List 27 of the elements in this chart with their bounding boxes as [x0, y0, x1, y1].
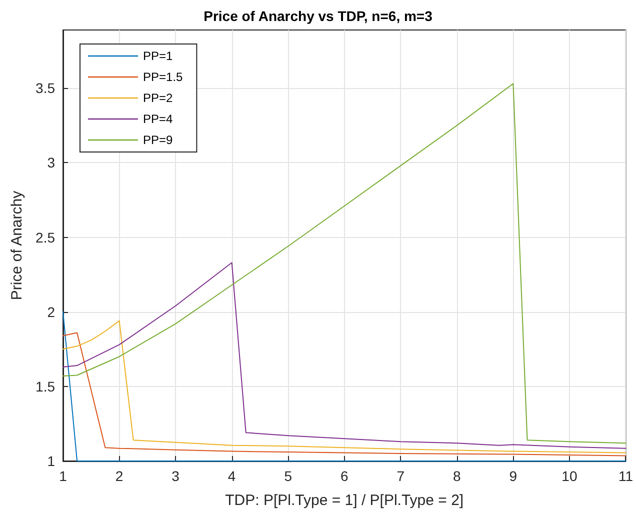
x-tick-label: 10 — [562, 468, 578, 484]
legend-label: PP=9 — [143, 133, 174, 147]
x-tick-label: 3 — [172, 468, 180, 484]
x-axis-title: TDP: P[Pl.Type = 1] / P[Pl.Type = 2] — [225, 492, 464, 509]
x-tick-label: 1 — [59, 468, 68, 484]
y-tick-label: 3 — [47, 154, 56, 171]
x-tick-label: 11 — [618, 468, 634, 484]
x-tick-label: 9 — [509, 468, 518, 484]
y-tick-label: 3.5 — [36, 80, 56, 96]
x-tick-label: 2 — [115, 468, 124, 484]
legend-label: PP=1 — [143, 49, 174, 63]
y-tick-label: 2 — [47, 304, 56, 320]
y-tick-label: 1 — [47, 453, 56, 469]
x-tick-label: 8 — [453, 468, 462, 484]
legend-label: PP=1.5 — [143, 70, 184, 84]
line-series — [62, 262, 626, 449]
line-series — [62, 83, 626, 444]
y-tick-label: 2.5 — [36, 229, 56, 246]
y-tick-label: 1.5 — [36, 378, 56, 394]
x-tick-label: 5 — [284, 468, 292, 484]
x-tick-label: 7 — [396, 468, 405, 484]
x-tick-label: 6 — [340, 468, 348, 484]
legend-label: PP=4 — [143, 112, 174, 126]
chart-title: Price of Anarchy vs TDP, n=6, m=3 — [204, 8, 433, 24]
x-tick-label: 4 — [228, 468, 236, 484]
legend-label: PP=2 — [143, 91, 174, 105]
y-axis-title: Price of Anarchy — [8, 190, 26, 300]
